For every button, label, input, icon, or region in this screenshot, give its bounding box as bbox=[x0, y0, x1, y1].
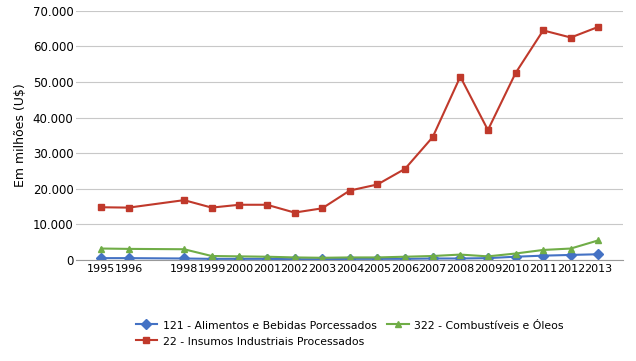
121 - Alimentos e Bebidas Porcessados bbox=[291, 257, 298, 261]
121 - Alimentos e Bebidas Porcessados bbox=[125, 256, 133, 260]
22 - Insumos Industriais Processados bbox=[180, 198, 188, 202]
121 - Alimentos e Bebidas Porcessados bbox=[208, 257, 216, 261]
322 - Combustíveis e Óleos bbox=[180, 247, 188, 251]
Line: 121 - Alimentos e Bebidas Porcessados: 121 - Alimentos e Bebidas Porcessados bbox=[98, 251, 602, 263]
22 - Insumos Industriais Processados bbox=[512, 71, 520, 75]
322 - Combustíveis e Óleos bbox=[595, 238, 602, 243]
322 - Combustíveis e Óleos bbox=[539, 248, 547, 252]
22 - Insumos Industriais Processados bbox=[484, 128, 492, 132]
22 - Insumos Industriais Processados bbox=[457, 74, 464, 79]
22 - Insumos Industriais Processados bbox=[125, 205, 133, 210]
121 - Alimentos e Bebidas Porcessados bbox=[429, 256, 436, 261]
322 - Combustíveis e Óleos bbox=[401, 255, 409, 259]
22 - Insumos Industriais Processados bbox=[429, 135, 436, 139]
22 - Insumos Industriais Processados bbox=[97, 205, 105, 209]
322 - Combustíveis e Óleos bbox=[235, 254, 243, 258]
Line: 22 - Insumos Industriais Processados: 22 - Insumos Industriais Processados bbox=[98, 23, 602, 216]
22 - Insumos Industriais Processados bbox=[401, 167, 409, 171]
121 - Alimentos e Bebidas Porcessados bbox=[457, 256, 464, 261]
22 - Insumos Industriais Processados bbox=[539, 28, 547, 32]
322 - Combustíveis e Óleos bbox=[429, 254, 436, 258]
22 - Insumos Industriais Processados bbox=[235, 203, 243, 207]
121 - Alimentos e Bebidas Porcessados bbox=[180, 256, 188, 261]
121 - Alimentos e Bebidas Porcessados bbox=[319, 257, 326, 261]
121 - Alimentos e Bebidas Porcessados bbox=[401, 257, 409, 261]
322 - Combustíveis e Óleos bbox=[97, 246, 105, 251]
322 - Combustíveis e Óleos bbox=[346, 255, 354, 260]
322 - Combustíveis e Óleos bbox=[208, 254, 216, 258]
322 - Combustíveis e Óleos bbox=[263, 255, 271, 259]
121 - Alimentos e Bebidas Porcessados bbox=[595, 252, 602, 256]
22 - Insumos Industriais Processados bbox=[208, 205, 216, 210]
121 - Alimentos e Bebidas Porcessados bbox=[235, 257, 243, 261]
121 - Alimentos e Bebidas Porcessados bbox=[263, 257, 271, 261]
322 - Combustíveis e Óleos bbox=[291, 255, 298, 260]
22 - Insumos Industriais Processados bbox=[291, 210, 298, 215]
121 - Alimentos e Bebidas Porcessados bbox=[512, 255, 520, 259]
322 - Combustíveis e Óleos bbox=[567, 246, 574, 251]
121 - Alimentos e Bebidas Porcessados bbox=[567, 253, 574, 257]
121 - Alimentos e Bebidas Porcessados bbox=[97, 256, 105, 260]
22 - Insumos Industriais Processados bbox=[263, 203, 271, 207]
322 - Combustíveis e Óleos bbox=[373, 255, 381, 260]
322 - Combustíveis e Óleos bbox=[457, 252, 464, 257]
121 - Alimentos e Bebidas Porcessados bbox=[346, 257, 354, 261]
22 - Insumos Industriais Processados bbox=[595, 25, 602, 29]
322 - Combustíveis e Óleos bbox=[484, 254, 492, 258]
Y-axis label: Em milhões (U$): Em milhões (U$) bbox=[14, 83, 27, 187]
121 - Alimentos e Bebidas Porcessados bbox=[373, 257, 381, 261]
Legend: 121 - Alimentos e Bebidas Porcessados, 22 - Insumos Industriais Processados, 322: 121 - Alimentos e Bebidas Porcessados, 2… bbox=[135, 320, 564, 347]
322 - Combustíveis e Óleos bbox=[512, 251, 520, 256]
322 - Combustíveis e Óleos bbox=[319, 256, 326, 260]
22 - Insumos Industriais Processados bbox=[373, 182, 381, 187]
Line: 322 - Combustíveis e Óleos: 322 - Combustíveis e Óleos bbox=[98, 237, 602, 261]
121 - Alimentos e Bebidas Porcessados bbox=[484, 256, 492, 260]
22 - Insumos Industriais Processados bbox=[567, 35, 574, 40]
22 - Insumos Industriais Processados bbox=[319, 206, 326, 210]
22 - Insumos Industriais Processados bbox=[346, 188, 354, 193]
121 - Alimentos e Bebidas Porcessados bbox=[539, 253, 547, 258]
322 - Combustíveis e Óleos bbox=[125, 247, 133, 251]
